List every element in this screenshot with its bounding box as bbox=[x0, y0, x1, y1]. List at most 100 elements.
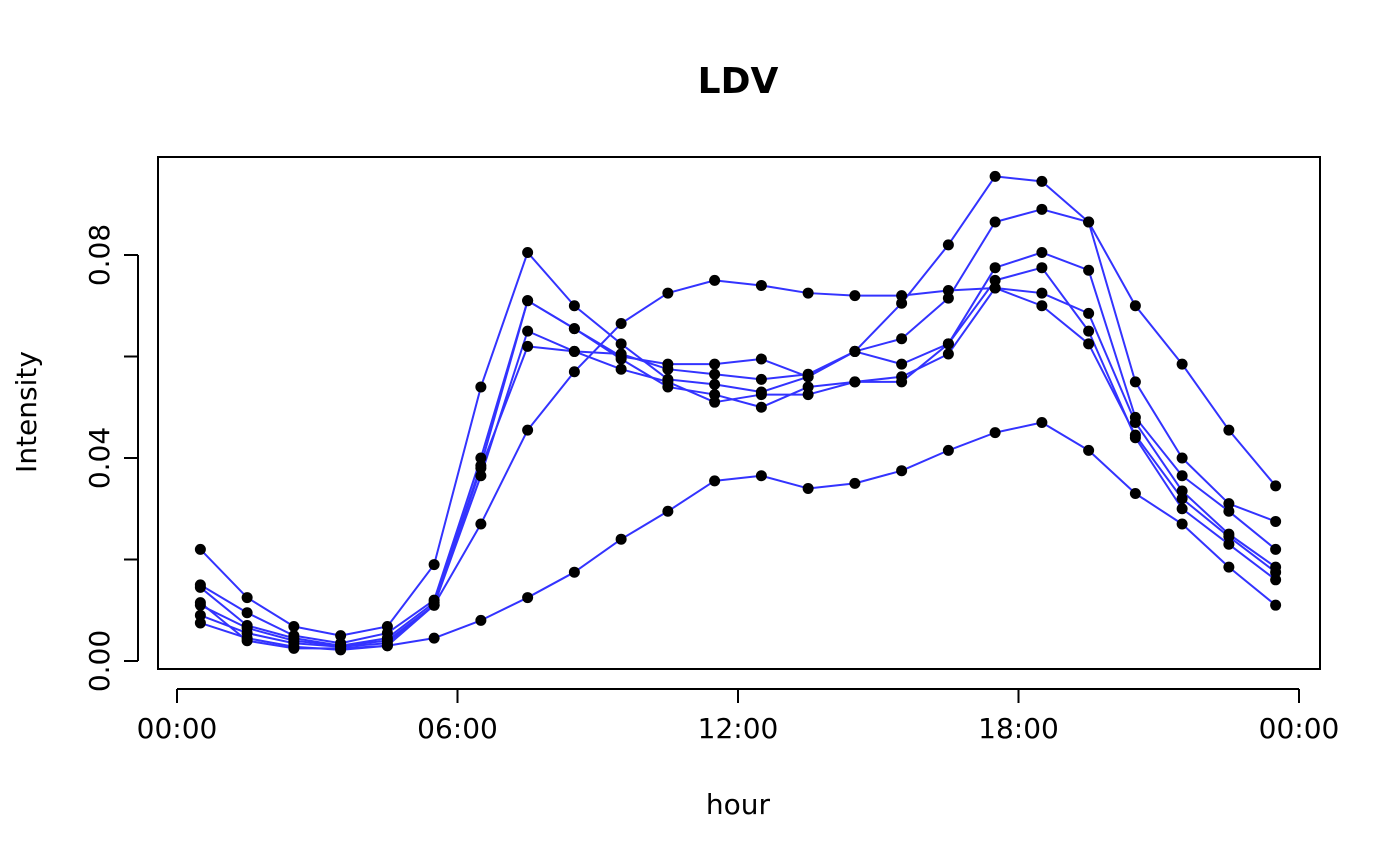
data-point bbox=[522, 325, 534, 337]
data-point bbox=[475, 462, 487, 474]
x-tick-label: 00:00 bbox=[1259, 712, 1340, 745]
data-point bbox=[896, 465, 908, 477]
series-3 bbox=[199, 251, 1277, 647]
data-point bbox=[1129, 429, 1141, 441]
data-point bbox=[802, 389, 814, 401]
data-point bbox=[428, 559, 440, 571]
data-point bbox=[475, 614, 487, 626]
series-2-points bbox=[194, 203, 1282, 649]
data-point bbox=[1083, 307, 1095, 319]
data-point bbox=[522, 592, 534, 604]
data-point bbox=[568, 300, 580, 312]
series-line bbox=[199, 286, 1277, 647]
data-point bbox=[615, 363, 627, 375]
data-point bbox=[288, 620, 300, 632]
data-point bbox=[942, 292, 954, 304]
data-point bbox=[381, 640, 393, 652]
data-point bbox=[849, 290, 861, 302]
series-line bbox=[199, 251, 1277, 647]
data-point bbox=[1223, 424, 1235, 436]
data-point bbox=[241, 607, 253, 619]
data-point bbox=[896, 290, 908, 302]
series-line bbox=[200, 266, 1277, 648]
data-point bbox=[1176, 503, 1188, 515]
data-point bbox=[522, 246, 534, 258]
data-point bbox=[896, 358, 908, 370]
data-point bbox=[335, 642, 347, 654]
data-point bbox=[1270, 515, 1282, 527]
data-point bbox=[709, 396, 721, 408]
data-point bbox=[989, 170, 1001, 182]
data-point bbox=[802, 368, 814, 380]
data-point bbox=[194, 609, 206, 621]
x-axis-label: hour bbox=[706, 788, 771, 821]
x-tick-label: 18:00 bbox=[978, 712, 1059, 745]
data-point bbox=[335, 630, 347, 642]
y-tick-label: 0.04 bbox=[83, 427, 116, 489]
x-axis: 00:00 06:00 12:00 18:00 00:00 bbox=[137, 688, 1340, 745]
data-point bbox=[942, 239, 954, 251]
data-point bbox=[1036, 246, 1048, 258]
data-point bbox=[522, 340, 534, 352]
data-point bbox=[475, 381, 487, 393]
series-5 bbox=[200, 266, 1277, 648]
data-point bbox=[1083, 444, 1095, 456]
series-4-points bbox=[194, 282, 1282, 652]
data-point bbox=[1129, 300, 1141, 312]
data-point bbox=[1223, 531, 1235, 543]
data-point bbox=[755, 389, 767, 401]
data-point bbox=[522, 424, 534, 436]
data-point bbox=[1083, 338, 1095, 350]
data-point bbox=[849, 376, 861, 388]
data-point bbox=[896, 333, 908, 345]
data-point bbox=[615, 318, 627, 330]
plot-frame bbox=[157, 156, 1321, 670]
data-point bbox=[942, 444, 954, 456]
data-point bbox=[709, 389, 721, 401]
data-point bbox=[709, 368, 721, 380]
data-point bbox=[428, 632, 440, 644]
y-axis: 0.00 0.04 0.08 bbox=[83, 224, 139, 692]
data-point bbox=[1083, 325, 1095, 337]
data-point bbox=[942, 348, 954, 360]
data-point bbox=[849, 345, 861, 357]
data-point bbox=[989, 282, 1001, 294]
data-point bbox=[1270, 543, 1282, 555]
data-point bbox=[522, 295, 534, 307]
y-axis-label: Intensity bbox=[10, 351, 43, 473]
data-point bbox=[755, 470, 767, 482]
x-tick-label: 00:00 bbox=[137, 712, 218, 745]
series-1-points bbox=[194, 170, 1282, 642]
data-point bbox=[755, 353, 767, 365]
data-point bbox=[615, 348, 627, 360]
data-point bbox=[194, 543, 206, 555]
data-point bbox=[568, 566, 580, 578]
series-3-points bbox=[194, 246, 1282, 652]
data-point bbox=[942, 338, 954, 350]
data-point bbox=[709, 378, 721, 390]
data-point bbox=[1036, 287, 1048, 299]
data-point bbox=[1083, 264, 1095, 276]
data-point bbox=[1176, 358, 1188, 370]
data-point bbox=[1036, 416, 1048, 428]
chart-title: LDV bbox=[698, 61, 779, 102]
data-point bbox=[709, 274, 721, 286]
series-6 bbox=[200, 279, 1277, 651]
data-point bbox=[896, 371, 908, 383]
x-tick-label: 06:00 bbox=[417, 712, 498, 745]
data-point bbox=[989, 216, 1001, 228]
data-point bbox=[475, 470, 487, 482]
data-point bbox=[896, 297, 908, 309]
series-6-points bbox=[194, 274, 1282, 656]
data-point bbox=[1223, 538, 1235, 550]
data-point bbox=[709, 358, 721, 370]
data-point bbox=[1176, 493, 1188, 505]
data-point bbox=[989, 274, 1001, 286]
data-point bbox=[802, 482, 814, 494]
data-point bbox=[1036, 300, 1048, 312]
data-point bbox=[755, 373, 767, 385]
series-7 bbox=[199, 421, 1277, 650]
data-point bbox=[662, 287, 674, 299]
data-point bbox=[475, 452, 487, 464]
data-point bbox=[989, 427, 1001, 439]
